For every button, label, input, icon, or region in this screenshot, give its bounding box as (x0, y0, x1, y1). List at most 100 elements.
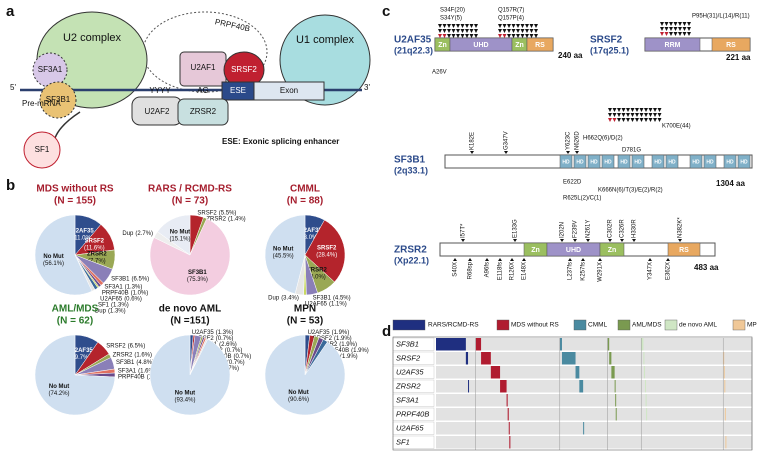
gene-label: U2AF65 (396, 423, 424, 432)
mutation-marker (456, 34, 460, 38)
mutation-label: K182E (470, 132, 476, 150)
mutation-label: H662Q(6)/D(2) (583, 136, 623, 142)
mutation-marker (498, 34, 502, 38)
domain-label: HD (692, 159, 700, 165)
slice-value-label: (0.6%) (124, 296, 142, 302)
slice-label: Dup (1.3%) (95, 308, 126, 314)
mutation-marker (453, 258, 457, 261)
slice-label: SF1 (1.3%) (98, 302, 129, 308)
mutation-marker (529, 34, 534, 38)
panel-a: a PRPF40B U2 complex U1 complex SF3A1 SF… (6, 3, 371, 169)
mutation-marker (635, 113, 639, 117)
domain (573, 154, 587, 169)
mutation-label: R625L(2)/C(1) (563, 196, 601, 202)
slice-value-label: (1.3%) (111, 302, 129, 308)
mutation-marker (635, 118, 639, 122)
mutation-label: Q157R(7) (498, 8, 524, 14)
slice-label: No Mut (170, 230, 190, 236)
mutation-cell (646, 408, 648, 421)
mutation-marker (653, 118, 657, 122)
mutation-cell (579, 380, 584, 393)
mutation-cell (641, 338, 644, 351)
protein-length: 240 aa (558, 51, 583, 60)
mutation-marker (630, 113, 635, 117)
slice-value-label: (4.5%) (333, 295, 351, 301)
slice-value-label: (5.5%) (219, 210, 237, 216)
pie-slice (149, 218, 231, 296)
mutation-marker (608, 118, 612, 122)
gene-label: PRPF40B (396, 409, 429, 418)
mutation-marker (630, 118, 635, 122)
mutation-label: C302R (608, 219, 614, 238)
mutation-marker (522, 258, 526, 261)
mutation-marker (648, 113, 653, 117)
mutation-marker (608, 113, 612, 117)
mutation-marker (511, 34, 516, 38)
protein-locus: (Xp22.1) (394, 255, 429, 265)
gene-label: SF3A1 (396, 395, 419, 404)
domain-label: HD (668, 159, 676, 165)
mutation-marker (639, 113, 644, 117)
mutation-marker (469, 24, 474, 28)
domain-label: HD (576, 159, 584, 165)
slice-label: U2AF65 (1.1%) (305, 301, 347, 307)
domain (667, 242, 701, 257)
slice-value-label: (0.7%) (216, 336, 234, 342)
mutation-label: N626D (575, 131, 581, 150)
mutation-marker (669, 32, 673, 36)
mutation-marker (682, 27, 687, 31)
mutation-cell (609, 352, 612, 365)
mutation-marker (678, 32, 682, 36)
mutation-cell (583, 422, 585, 435)
mutation-marker (612, 113, 617, 117)
mutation-marker (460, 29, 465, 33)
mutation-marker (525, 29, 529, 33)
mutation-cell (506, 394, 508, 407)
domain (599, 242, 625, 257)
slice-label: U2AF65 (0.6%) (100, 296, 142, 302)
mutation-marker (534, 24, 538, 28)
zrsr2-shape (177, 98, 229, 126)
domain-label: HD (604, 159, 612, 165)
pie-n: (N = 62) (57, 316, 93, 327)
mutation-marker (653, 113, 657, 117)
gene-label: SF3B1 (396, 339, 419, 348)
mutation-label: P95H(31)/L(14)/R(11) (692, 14, 750, 20)
slice-value-label: (75.3%) (187, 277, 208, 283)
mutation-cell (615, 408, 617, 421)
mutation-marker (470, 151, 474, 154)
mutation-marker (669, 22, 673, 26)
mutation-marker (511, 29, 516, 33)
pie-n: (N = 73) (172, 196, 208, 207)
mutation-cell (468, 380, 470, 393)
mutation-label: F239V (573, 220, 579, 238)
mutation-marker (566, 151, 570, 154)
slice-value-label: (8.0%) (302, 235, 320, 241)
mutation-cell (490, 366, 501, 379)
domain (689, 154, 703, 169)
slice-label: U2AF35 (299, 228, 322, 234)
mutation-cell (575, 366, 580, 379)
slice-label: ZRSR2 (1.6%) (113, 352, 152, 358)
domain (617, 154, 631, 169)
mutation-marker (438, 24, 442, 28)
slice-name: SF3B1 (111, 276, 130, 282)
sf3b1-shape (39, 81, 77, 119)
mutation-marker (442, 24, 447, 28)
pie-slice (264, 334, 346, 416)
five-prime: 5' (10, 83, 16, 92)
mutation-marker (639, 108, 644, 112)
mutation-marker (504, 151, 508, 154)
mutation-label: N382K* (678, 217, 684, 238)
mutation-marker (648, 108, 653, 112)
mutation-label: I57T* (461, 223, 467, 238)
slice-name: SF1 (98, 302, 110, 308)
mutation-marker (469, 34, 474, 38)
mutation-label: W291X (598, 262, 604, 282)
mutation-cell (645, 380, 647, 393)
mutation-marker (644, 108, 648, 112)
mutation-marker (456, 24, 460, 28)
domain (644, 37, 701, 52)
mutation-label: R126X (510, 262, 516, 280)
